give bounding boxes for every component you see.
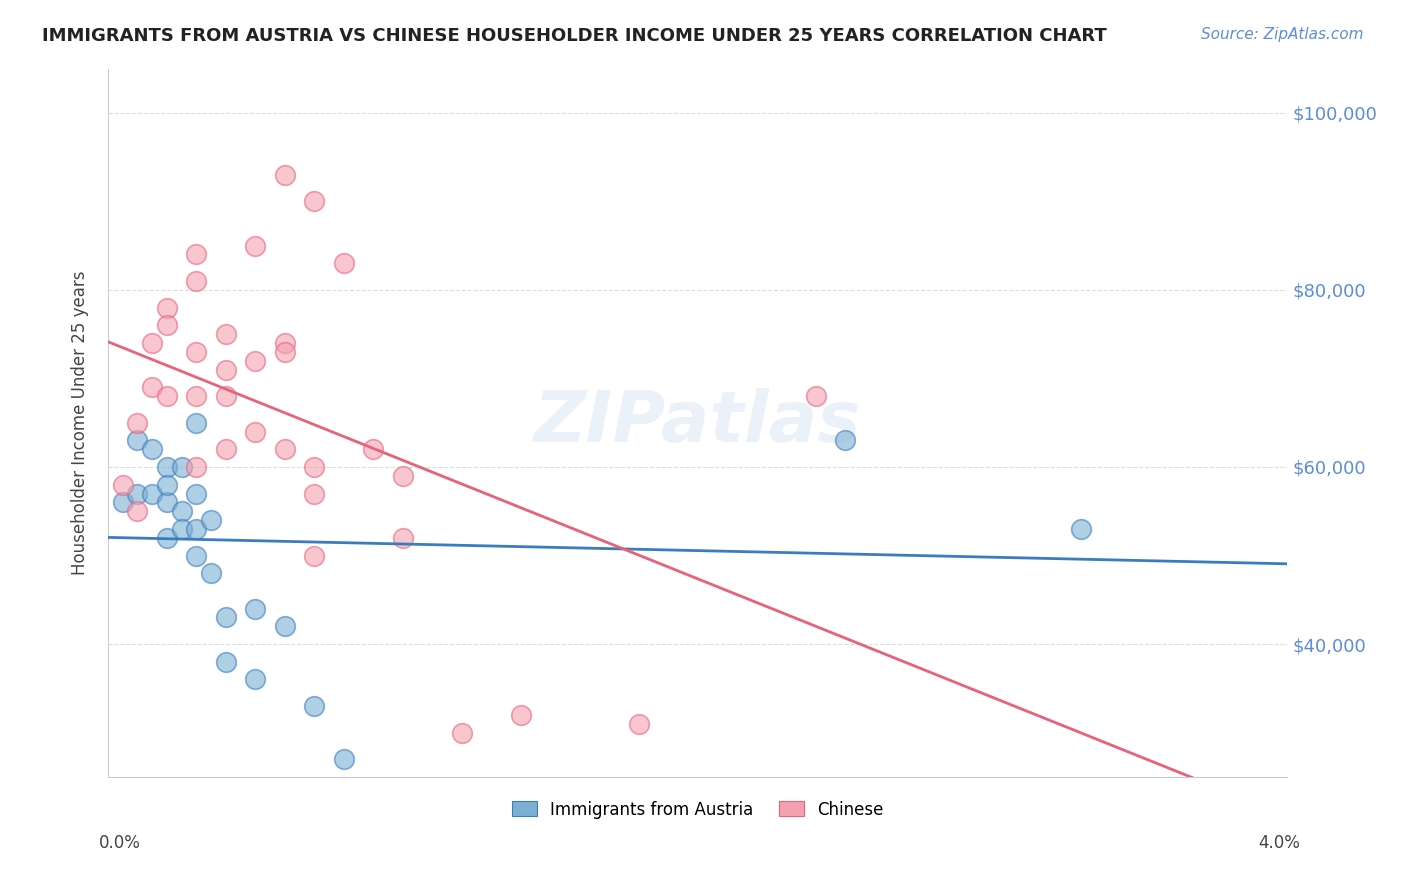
Point [215, 327, 238, 342]
Text: ZIPatlas: ZIPatlas [534, 388, 862, 458]
Point [363, 442, 385, 457]
Point [170, 460, 193, 475]
Point [141, 380, 163, 394]
Point [215, 389, 238, 403]
Point [304, 460, 326, 475]
Point [186, 247, 208, 261]
Point [186, 344, 208, 359]
Y-axis label: Householder Income Under 25 years: Householder Income Under 25 years [72, 270, 89, 575]
Point [186, 522, 208, 536]
Point [141, 486, 163, 500]
Text: 4.0%: 4.0% [1258, 834, 1301, 852]
Point [274, 168, 297, 182]
Point [156, 495, 179, 509]
Point [186, 274, 208, 288]
Point [215, 362, 238, 376]
Point [186, 486, 208, 500]
Point [274, 619, 297, 633]
Point [304, 699, 326, 714]
Legend: Immigrants from Austria, Chinese: Immigrants from Austria, Chinese [505, 794, 890, 825]
Point [304, 194, 326, 209]
Point [127, 434, 149, 448]
Point [1070, 522, 1092, 536]
Point [804, 389, 827, 403]
Point [245, 673, 267, 687]
Point [111, 477, 134, 491]
Point [627, 716, 650, 731]
Point [245, 353, 267, 368]
Point [156, 318, 179, 333]
Point [156, 531, 179, 545]
Point [156, 301, 179, 315]
Point [834, 434, 856, 448]
Point [274, 442, 297, 457]
Point [141, 442, 163, 457]
Point [156, 460, 179, 475]
Point [274, 344, 297, 359]
Point [127, 504, 149, 518]
Point [450, 725, 472, 739]
Point [186, 389, 208, 403]
Point [333, 752, 356, 766]
Point [186, 549, 208, 563]
Text: 0.0%: 0.0% [98, 834, 141, 852]
Point [156, 477, 179, 491]
Point [200, 513, 222, 527]
Point [200, 566, 222, 581]
Point [215, 610, 238, 624]
Point [127, 416, 149, 430]
Point [111, 495, 134, 509]
Point [141, 336, 163, 351]
Point [127, 486, 149, 500]
Point [215, 442, 238, 457]
Point [186, 416, 208, 430]
Point [509, 707, 531, 722]
Point [186, 460, 208, 475]
Point [304, 549, 326, 563]
Text: IMMIGRANTS FROM AUSTRIA VS CHINESE HOUSEHOLDER INCOME UNDER 25 YEARS CORRELATION: IMMIGRANTS FROM AUSTRIA VS CHINESE HOUSE… [42, 27, 1107, 45]
Point [245, 425, 267, 439]
Text: Source: ZipAtlas.com: Source: ZipAtlas.com [1201, 27, 1364, 42]
Point [156, 389, 179, 403]
Point [391, 531, 413, 545]
Point [170, 504, 193, 518]
Point [274, 336, 297, 351]
Point [391, 468, 413, 483]
Point [245, 238, 267, 252]
Point [215, 655, 238, 669]
Point [304, 486, 326, 500]
Point [245, 601, 267, 615]
Point [333, 256, 356, 270]
Point [170, 522, 193, 536]
